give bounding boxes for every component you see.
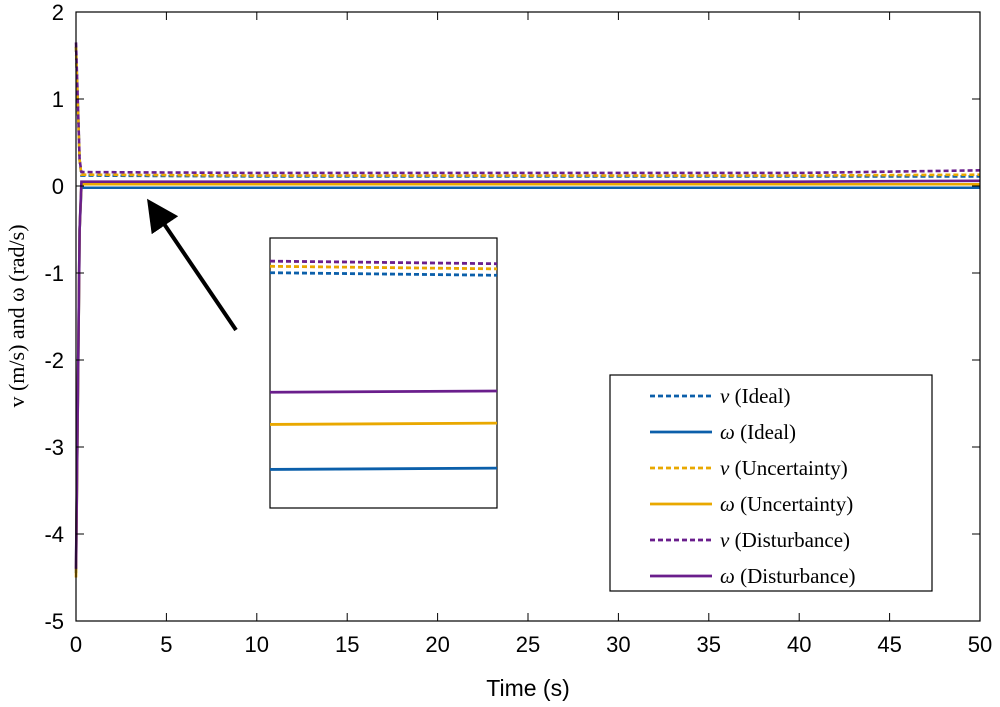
x-tick-label: 50 [968,632,992,657]
inset-series-line-5 [269,466,498,471]
x-tick-label: 30 [606,632,630,657]
inset-series-layer [269,259,498,471]
legend-label: ω (Ideal) [720,420,796,444]
x-tick-label: 35 [697,632,721,657]
legend-entries: v (Ideal) ω (Ideal) v (Uncertainty) ω (Unce… [650,384,856,588]
inset-series-line-1 [269,264,498,271]
x-tick-label: 15 [335,632,359,657]
inset-series-line-4 [269,421,498,426]
x-tick-label: 0 [70,632,82,657]
inset-series-line-2 [269,271,498,277]
series-line-5 [74,179,981,569]
y-axis-label: v (m/s) and ω (rad/s) [4,224,29,407]
legend-label: ω (Disturbance) [720,564,856,588]
x-tick-label: 25 [516,632,540,657]
y-tick-label: 2 [52,0,64,25]
series-line-2 [74,46,981,177]
series-layer [74,42,981,578]
y-tick-label: 0 [52,174,64,199]
series-line-4 [74,42,981,175]
x-axis-label: Time (s) [486,675,569,701]
x-tick-label: 10 [245,632,269,657]
inset-series-line-3 [269,389,498,394]
plot-frame [75,11,981,622]
inset-series-line-0 [269,259,498,266]
x-tick-label: 5 [160,632,172,657]
x-tick-label: 45 [877,632,901,657]
y-tick-label: -5 [44,609,64,634]
y-tick-label: -4 [44,522,64,547]
legend-box [609,374,933,592]
y-tick-label: -3 [44,435,64,460]
inset-panel [269,237,498,509]
legend-label: v (Ideal) [720,384,791,408]
legend: v (Ideal) ω (Ideal) v (Uncertainty) ω (Unce… [609,374,933,592]
x-tick-label: 20 [425,632,449,657]
y-tick-label: -2 [44,348,64,373]
x-tick-label: 40 [787,632,811,657]
legend-label: v (Uncertainty) [720,456,848,480]
legend-label: ω (Uncertainty) [720,492,853,516]
y-tick-label: -1 [44,261,64,286]
inset-frame [269,237,498,509]
annotation-arrow [147,198,238,332]
y-tick-label: 1 [52,87,64,112]
legend-label: v (Disturbance) [720,528,850,552]
